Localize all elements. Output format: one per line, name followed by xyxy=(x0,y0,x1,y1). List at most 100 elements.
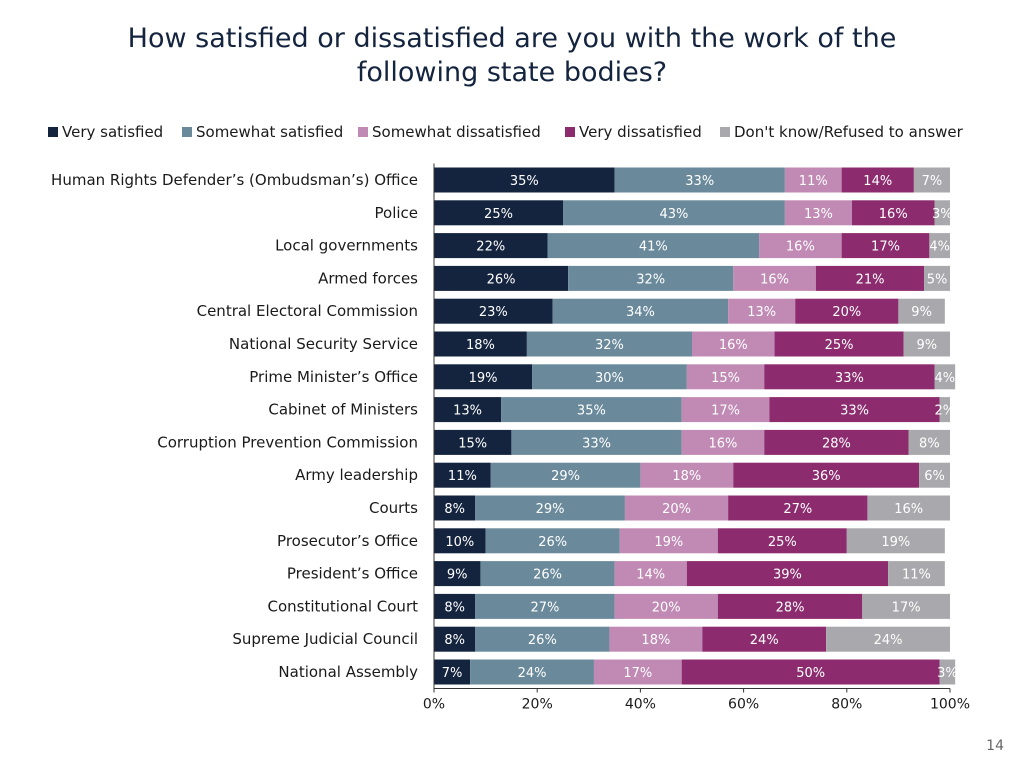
category-label: President’s Office xyxy=(287,565,418,583)
data-label: 33% xyxy=(582,436,611,451)
category-label: Police xyxy=(375,204,419,222)
category-label: Courts xyxy=(369,499,418,517)
bar-segment xyxy=(681,397,770,423)
data-label: 13% xyxy=(804,207,833,222)
bar-segment xyxy=(490,462,641,488)
data-label: 22% xyxy=(476,240,505,255)
data-label: 24% xyxy=(750,633,779,648)
bar-segment xyxy=(434,462,491,488)
x-tick-label: 100% xyxy=(930,697,970,713)
bar-segment xyxy=(501,397,682,423)
bar-segment xyxy=(434,397,502,423)
data-label: 7% xyxy=(922,174,943,189)
bar-segment xyxy=(619,528,718,554)
bar-segment xyxy=(614,561,687,587)
data-label: 35% xyxy=(510,174,539,189)
bar-segment xyxy=(717,593,863,619)
category-label: National Assembly xyxy=(278,663,418,681)
legend-swatch xyxy=(720,127,730,137)
bar-segment xyxy=(568,265,734,291)
data-label: 27% xyxy=(783,502,812,517)
bar-segment xyxy=(769,397,940,423)
category-label: National Security Service xyxy=(229,335,418,353)
data-label: 14% xyxy=(636,568,665,583)
data-label: 36% xyxy=(812,469,841,484)
bar-segment xyxy=(924,265,950,291)
bar-segment xyxy=(593,659,682,685)
category-label: Central Electoral Commission xyxy=(197,302,418,320)
category-label: Local governments xyxy=(275,237,418,255)
data-label: 26% xyxy=(538,535,567,550)
data-label: 34% xyxy=(626,305,655,320)
bar-segment xyxy=(434,593,476,619)
data-label: 32% xyxy=(636,272,665,287)
data-label: 2% xyxy=(935,404,956,419)
bar-segment xyxy=(686,561,889,587)
data-label: 13% xyxy=(747,305,776,320)
category-label: Cabinet of Ministers xyxy=(268,401,418,419)
bar-segment xyxy=(913,167,950,193)
data-label: 14% xyxy=(863,174,892,189)
bar-segment xyxy=(552,298,729,324)
legend-label: Somewhat dissatisfied xyxy=(372,123,541,141)
bar-segment xyxy=(470,659,594,685)
bar-segment xyxy=(434,200,563,226)
bar-segment xyxy=(867,495,950,521)
bar-segment xyxy=(434,528,486,554)
bar-segment xyxy=(624,495,729,521)
data-label: 33% xyxy=(840,404,869,419)
bar-segment xyxy=(934,364,956,390)
data-label: 10% xyxy=(445,535,474,550)
bar-segment xyxy=(686,364,765,390)
data-label: 16% xyxy=(709,436,738,451)
data-label: 29% xyxy=(536,502,565,517)
data-label: 39% xyxy=(773,568,802,583)
bar-segment xyxy=(681,659,940,685)
x-tick-label: 40% xyxy=(625,697,656,713)
bar-segment xyxy=(532,364,687,390)
bar-segment xyxy=(511,429,682,455)
bar-segment xyxy=(903,331,950,357)
bar-segment xyxy=(846,528,945,554)
legend-label: Very dissatisfied xyxy=(579,123,702,141)
data-label: 16% xyxy=(879,207,908,222)
legend-label: Don't know/Refused to answer xyxy=(734,123,963,141)
data-label: 18% xyxy=(641,633,670,648)
legend-swatch xyxy=(182,127,192,137)
bar-segment xyxy=(728,495,868,521)
data-label: 19% xyxy=(881,535,910,550)
data-label: 43% xyxy=(659,207,688,222)
bar-segment xyxy=(609,626,703,652)
category-label: Prosecutor’s Office xyxy=(277,532,418,550)
bar-segment xyxy=(434,167,615,193)
data-label: 24% xyxy=(874,633,903,648)
bar-segment xyxy=(764,429,909,455)
data-label: 28% xyxy=(822,436,851,451)
legend-label: Somewhat satisfied xyxy=(196,123,344,141)
bar-segment xyxy=(434,298,553,324)
category-label: Human Rights Defender’s (Ombudsman’s) Of… xyxy=(51,171,418,189)
chart-title: How satisfied or dissatisfied are you wi… xyxy=(0,22,1024,90)
data-label: 9% xyxy=(916,338,937,353)
data-label: 18% xyxy=(466,338,495,353)
bar-segment xyxy=(841,167,914,193)
data-label: 16% xyxy=(786,240,815,255)
data-label: 21% xyxy=(856,272,885,287)
bar-segment xyxy=(485,528,620,554)
data-label: 29% xyxy=(551,469,580,484)
data-label: 19% xyxy=(469,371,498,386)
data-label: 17% xyxy=(623,666,652,681)
data-label: 16% xyxy=(894,502,923,517)
bar-segment xyxy=(434,233,548,259)
data-label: 4% xyxy=(929,240,950,255)
data-label: 17% xyxy=(871,240,900,255)
bar-segment xyxy=(434,429,512,455)
data-label: 9% xyxy=(447,568,468,583)
category-label: Armed forces xyxy=(318,269,418,287)
bar-segment xyxy=(692,331,775,357)
legend-label: Very satisfied xyxy=(62,123,164,141)
x-tick-label: 0% xyxy=(423,697,445,713)
data-label: 9% xyxy=(911,305,932,320)
chart-title-line-1: How satisfied or dissatisfied are you wi… xyxy=(127,23,897,54)
data-label: 11% xyxy=(902,568,931,583)
